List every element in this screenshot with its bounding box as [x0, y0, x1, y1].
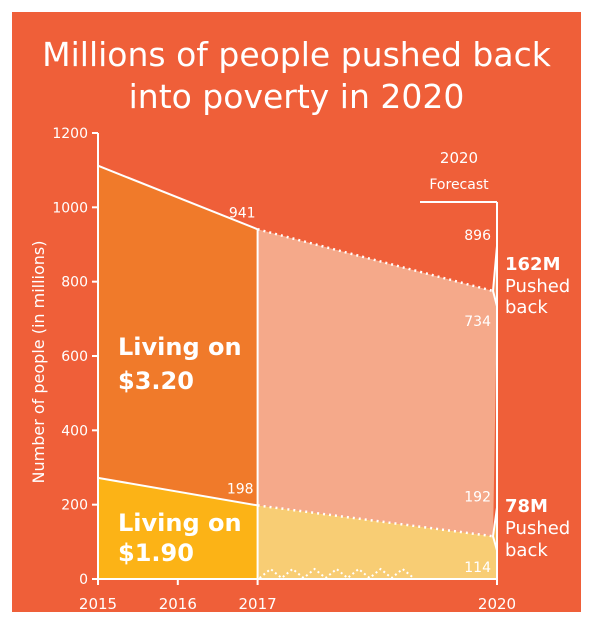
- y-tick-label: 0: [79, 572, 88, 588]
- data-label-lower-projected: 114: [464, 560, 491, 576]
- chart-areas: [98, 165, 497, 579]
- y-tick-label: 400: [61, 423, 88, 439]
- x-tick-label: 2020: [478, 595, 516, 613]
- x-tick-label: 2015: [79, 595, 117, 613]
- series-area-lower-projected: [257, 505, 497, 579]
- data-label-lower-2017: 198: [227, 481, 254, 497]
- data-label-upper-projected: 734: [464, 314, 491, 330]
- series-label-lower-line-1: Living on: [118, 509, 242, 537]
- forecast-lines-upper: [491, 245, 498, 307]
- x-tick-label: 2016: [159, 595, 197, 613]
- pushed-back-lower-amount: 78M: [505, 496, 548, 517]
- y-axis-label: Number of people (in millions): [29, 241, 48, 484]
- chart-axes: 0 200 400 600 800 1000 1200 2015 2016 2017 2020 Num…: [29, 126, 516, 613]
- forecast-label-year: 2020: [440, 149, 478, 167]
- series-area-upper-2015-2017: [98, 165, 258, 506]
- y-tick-label: 600: [61, 349, 88, 365]
- pushed-back-upper-text-2: back: [505, 297, 548, 318]
- x-tick-label: 2017: [239, 595, 277, 613]
- pushed-back-lower-text-1: Pushed: [505, 518, 570, 539]
- pushed-back-upper-text-1: Pushed: [505, 276, 570, 297]
- series-line-upper: [97, 164, 258, 231]
- series-label-upper-line-2: $3.20: [118, 367, 194, 395]
- series-label-upper-line-1: Living on: [118, 333, 242, 361]
- series-label-lower-line-2: $1.90: [118, 539, 194, 567]
- series-area-upper-projected: [257, 229, 497, 537]
- forecast-lines-lower: [491, 507, 498, 551]
- series-area-lower-2015-2017: [98, 477, 258, 579]
- data-label-upper-forecast: 896: [464, 228, 491, 244]
- projected-baseline: [258, 567, 415, 580]
- y-tick-label: 800: [61, 275, 88, 291]
- chart-lines: [97, 164, 498, 580]
- forecast-label-text: Forecast: [429, 177, 489, 193]
- pushed-back-lower-text-2: back: [505, 540, 548, 561]
- projected-line-upper: [257, 228, 494, 293]
- y-tick-label: 200: [61, 498, 88, 514]
- pushed-back-upper-amount: 162M: [505, 254, 561, 275]
- y-tick-label: 1000: [52, 200, 88, 216]
- chart-title: Millions of people pushed back into pove…: [0, 34, 593, 118]
- series-line-lower: [97, 476, 258, 507]
- data-label-lower-forecast: 192: [464, 490, 491, 506]
- chart-title-line-1: Millions of people pushed back: [42, 35, 551, 74]
- chart-title-line-2: into poverty in 2020: [128, 77, 465, 116]
- y-tick-label: 1200: [52, 126, 88, 142]
- data-label-upper-2017: 941: [229, 205, 256, 221]
